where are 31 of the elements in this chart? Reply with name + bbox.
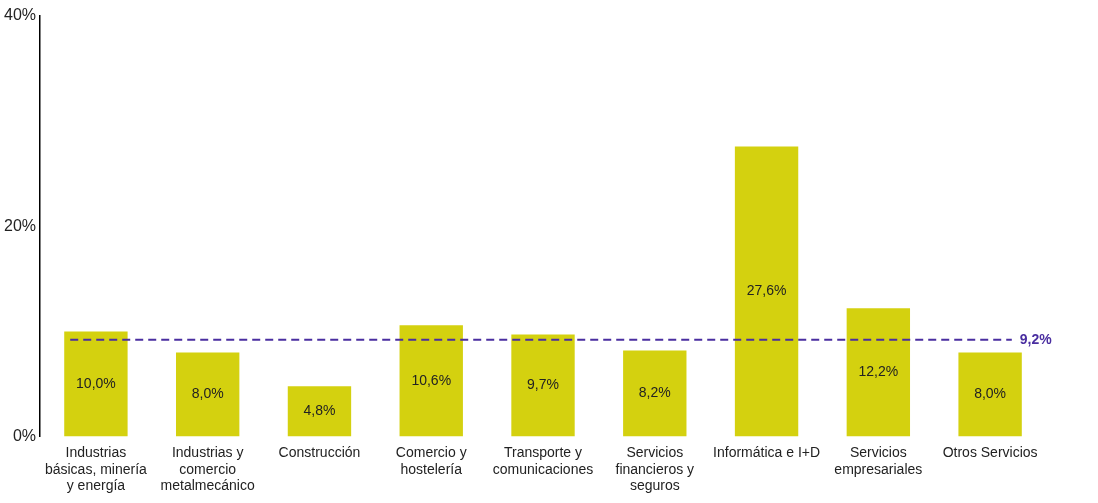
- y-tick-label: 40%: [3, 6, 37, 24]
- x-tick-label: Informática e I+D: [713, 443, 821, 460]
- y-tick-label: 20%: [3, 216, 37, 234]
- bar: [511, 334, 575, 437]
- bar: [846, 308, 911, 437]
- data-label: 10,6%: [411, 371, 452, 388]
- y-tick-label: 0%: [12, 427, 37, 445]
- data-label: 8,0%: [974, 385, 1007, 402]
- x-tick-label: Industrias y comercio metalmecánico: [160, 443, 255, 494]
- data-label: 10,0%: [76, 374, 116, 391]
- data-label: 27,6%: [746, 282, 787, 299]
- data-label: 12,2%: [858, 363, 899, 380]
- data-label: 4,8%: [303, 402, 336, 419]
- bar: [623, 350, 687, 437]
- x-tick-label: Servicios empresariales: [834, 443, 923, 477]
- bar: [958, 352, 1022, 437]
- bar: [399, 325, 463, 437]
- x-tick-label: Industrias básicas, minería y energía: [44, 443, 148, 494]
- x-tick-label: Construcción: [278, 443, 361, 460]
- bar: [287, 386, 352, 437]
- bar: [734, 146, 799, 437]
- x-tick-label: Comercio y hostelería: [395, 443, 467, 477]
- data-label: 8,0%: [191, 385, 224, 402]
- data-label: 9,7%: [527, 376, 559, 393]
- bar: [64, 331, 128, 437]
- x-tick-label: Servicios financieros y seguros: [615, 443, 695, 494]
- data-label: 8,2%: [638, 384, 671, 401]
- ref-line-label: 9,2%: [1019, 330, 1053, 347]
- bar: [176, 352, 240, 437]
- x-tick-label: Transporte y comunicaciones: [492, 443, 594, 477]
- x-tick-label: Otros Servicios: [942, 443, 1038, 460]
